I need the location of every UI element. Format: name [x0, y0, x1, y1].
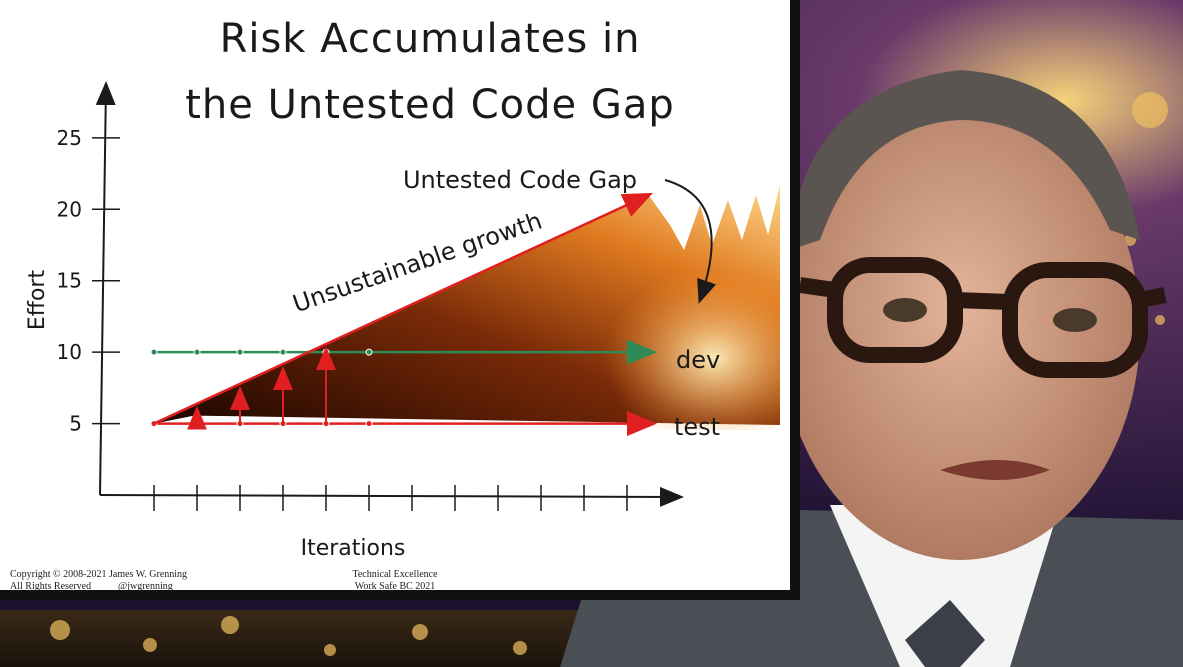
glasses-icon	[798, 257, 1167, 378]
footer-event-line1: Technical Excellence	[352, 569, 438, 580]
growth-line	[153, 192, 654, 425]
footer-handle: @jwgrenning	[118, 581, 173, 590]
footer-rights: All Rights Reserved	[10, 581, 91, 590]
slide-title-line1: Risk Accumulates in	[220, 16, 641, 62]
dev-data-point	[365, 348, 373, 356]
untested-code-gap-label: Untested Code Gap	[403, 166, 637, 194]
dev-data-point	[150, 348, 158, 356]
y-axis-label: Effort	[25, 270, 50, 331]
footer-copyright: Copyright © 2008-2021 James W. Grenning	[10, 569, 187, 580]
test-data-point	[365, 420, 373, 428]
bokeh-lights	[50, 92, 1168, 656]
x-axis-label: Iterations	[301, 536, 406, 561]
dev-series-label: dev	[676, 346, 720, 374]
test-series-label: test	[674, 413, 720, 441]
gap-pointer-arrow	[664, 179, 717, 304]
slide-title-line2: the Untested Code Gap	[185, 82, 675, 128]
series-group	[150, 192, 657, 437]
footer-event-line2: Work Safe BC 2021	[355, 581, 436, 590]
y-ticks: 5 10 15 20 25	[57, 126, 120, 436]
x-axis	[99, 486, 684, 507]
dev-data-point	[236, 348, 244, 356]
y-tick-label: 10	[57, 340, 82, 364]
presentation-slide: Risk Accumulates in the Untested Code Ga…	[0, 0, 800, 600]
fire-image	[154, 185, 780, 430]
y-tick-label: 15	[57, 269, 82, 293]
y-tick-label: 20	[57, 197, 82, 221]
x-ticks	[153, 485, 628, 511]
dev-data-point	[279, 348, 287, 356]
dev-data-point	[193, 348, 201, 356]
y-axis	[95, 81, 116, 496]
y-tick-label: 25	[57, 126, 82, 150]
effort-chart: Risk Accumulates in the Untested Code Ga…	[10, 16, 780, 590]
y-tick-label: 5	[69, 412, 82, 436]
